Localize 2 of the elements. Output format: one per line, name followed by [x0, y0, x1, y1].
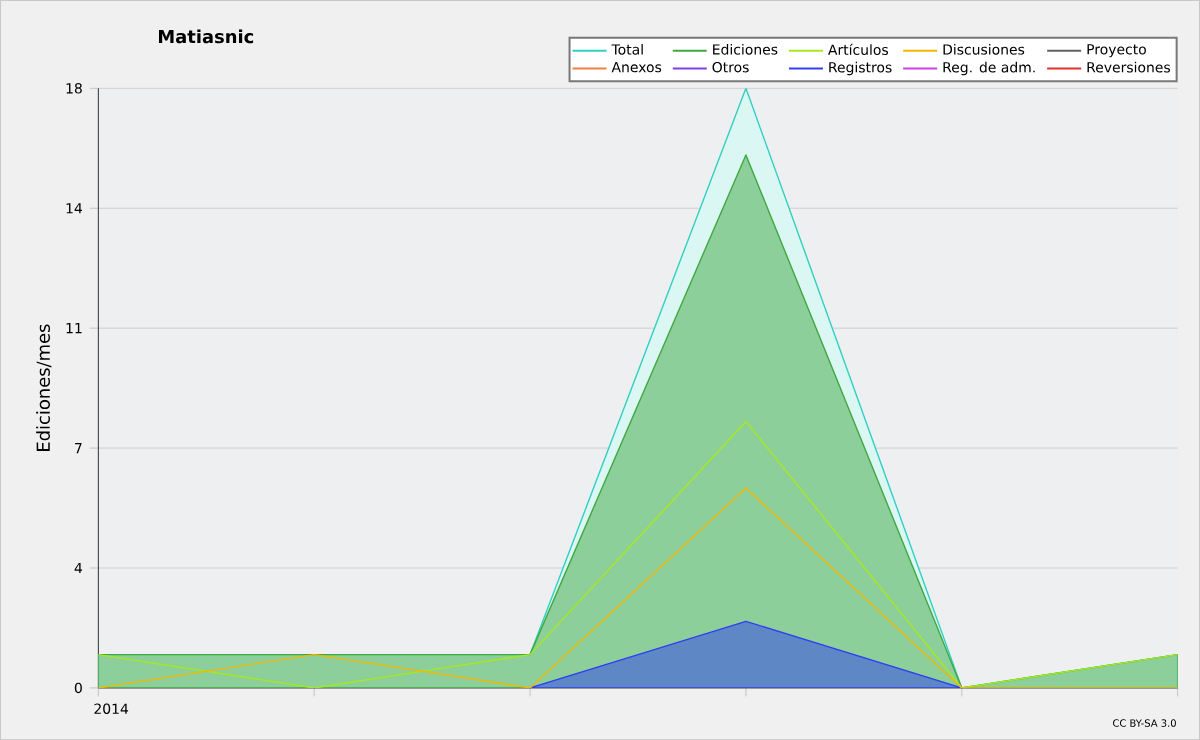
- y-axis-title: Ediciones/mes: [36, 324, 52, 451]
- chart-title: Matiasnic: [159, 29, 254, 44]
